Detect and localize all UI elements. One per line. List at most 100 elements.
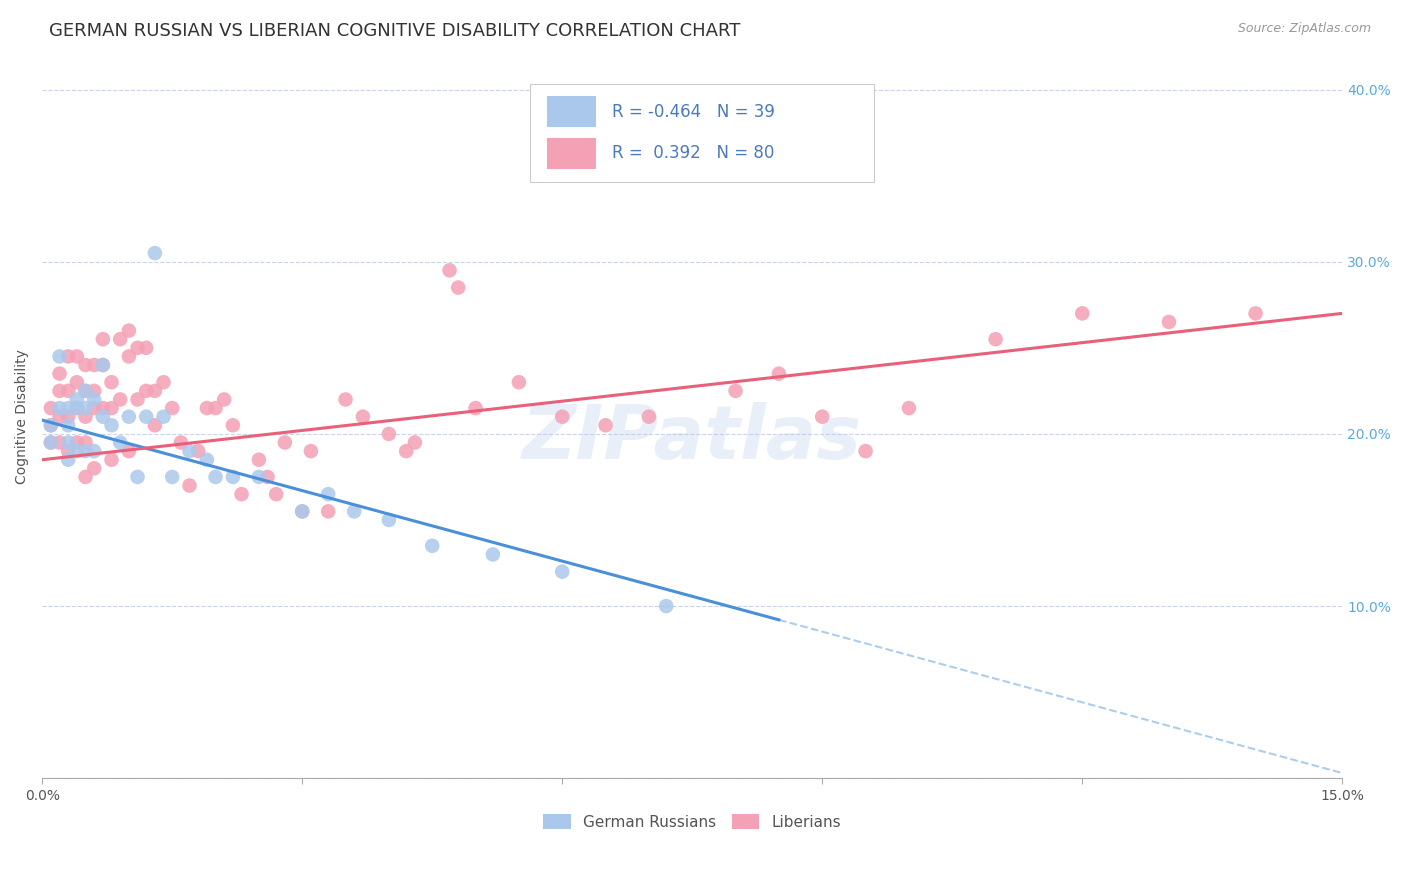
Point <box>75 384 97 398</box>
Point <box>855 444 877 458</box>
Point <box>681 143 703 157</box>
FancyBboxPatch shape <box>530 84 875 182</box>
Point <box>75 435 97 450</box>
Point <box>143 384 166 398</box>
Text: GERMAN RUSSIAN VS LIBERIAN COGNITIVE DISABILITY CORRELATION CHART: GERMAN RUSSIAN VS LIBERIAN COGNITIVE DIS… <box>49 22 741 40</box>
Point <box>984 332 1007 346</box>
Point <box>135 384 157 398</box>
Point <box>439 263 461 277</box>
Point <box>118 324 141 338</box>
Point <box>551 565 574 579</box>
Point <box>170 435 193 450</box>
Point <box>135 409 157 424</box>
Point <box>447 280 470 294</box>
Point <box>58 350 80 364</box>
Point <box>768 367 790 381</box>
Point <box>118 444 141 458</box>
Point <box>222 470 245 484</box>
Point <box>66 435 89 450</box>
Point <box>66 444 89 458</box>
Point <box>91 401 114 415</box>
Point <box>464 401 486 415</box>
Point <box>195 452 218 467</box>
Point <box>195 401 218 415</box>
Point <box>152 376 174 390</box>
Point <box>48 401 70 415</box>
Point <box>91 358 114 372</box>
Point <box>299 444 322 458</box>
Point <box>91 358 114 372</box>
Point <box>204 401 226 415</box>
Point <box>655 599 678 613</box>
Point <box>108 392 131 407</box>
Point <box>100 418 122 433</box>
Point <box>160 401 183 415</box>
Point <box>395 444 418 458</box>
Point <box>291 504 314 518</box>
Point <box>75 384 97 398</box>
Point <box>212 392 235 407</box>
Point <box>83 392 105 407</box>
Point <box>75 409 97 424</box>
Point <box>638 409 661 424</box>
Point <box>247 452 270 467</box>
Point <box>897 401 920 415</box>
Point <box>58 435 80 450</box>
Point <box>58 401 80 415</box>
Point <box>1244 306 1267 320</box>
Text: R = -0.464   N = 39: R = -0.464 N = 39 <box>612 103 775 120</box>
Point <box>75 470 97 484</box>
Point <box>551 409 574 424</box>
Point <box>316 487 339 501</box>
Point <box>58 409 80 424</box>
Point <box>58 452 80 467</box>
Point <box>811 409 834 424</box>
Point <box>1157 315 1180 329</box>
Legend: German Russians, Liberians: German Russians, Liberians <box>537 808 846 836</box>
Point <box>83 358 105 372</box>
Point <box>1071 306 1094 320</box>
Point <box>83 384 105 398</box>
Point <box>508 376 530 390</box>
Point <box>39 401 62 415</box>
Point <box>152 409 174 424</box>
Point <box>291 504 314 518</box>
Point <box>48 350 70 364</box>
Point <box>91 332 114 346</box>
Point <box>160 470 183 484</box>
Point <box>118 350 141 364</box>
Point <box>222 418 245 433</box>
Point <box>118 409 141 424</box>
Point <box>66 376 89 390</box>
Point <box>39 435 62 450</box>
Point <box>48 384 70 398</box>
Point <box>378 426 401 441</box>
Point <box>39 418 62 433</box>
FancyBboxPatch shape <box>547 96 596 127</box>
Point <box>135 341 157 355</box>
Point <box>256 470 278 484</box>
Point <box>83 461 105 475</box>
Point <box>179 478 201 492</box>
Point <box>83 401 105 415</box>
Point <box>335 392 357 407</box>
Point <box>179 444 201 458</box>
Point <box>595 418 617 433</box>
Point <box>724 384 747 398</box>
Point <box>58 444 80 458</box>
Point <box>108 332 131 346</box>
Point <box>83 444 105 458</box>
Point <box>48 367 70 381</box>
Point <box>264 487 287 501</box>
Point <box>127 341 149 355</box>
Point <box>100 452 122 467</box>
Point <box>274 435 297 450</box>
Point <box>100 376 122 390</box>
Point <box>66 392 89 407</box>
Point <box>378 513 401 527</box>
Point <box>187 444 209 458</box>
Y-axis label: Cognitive Disability: Cognitive Disability <box>15 350 30 484</box>
Point <box>58 418 80 433</box>
Point <box>204 470 226 484</box>
Point <box>39 435 62 450</box>
